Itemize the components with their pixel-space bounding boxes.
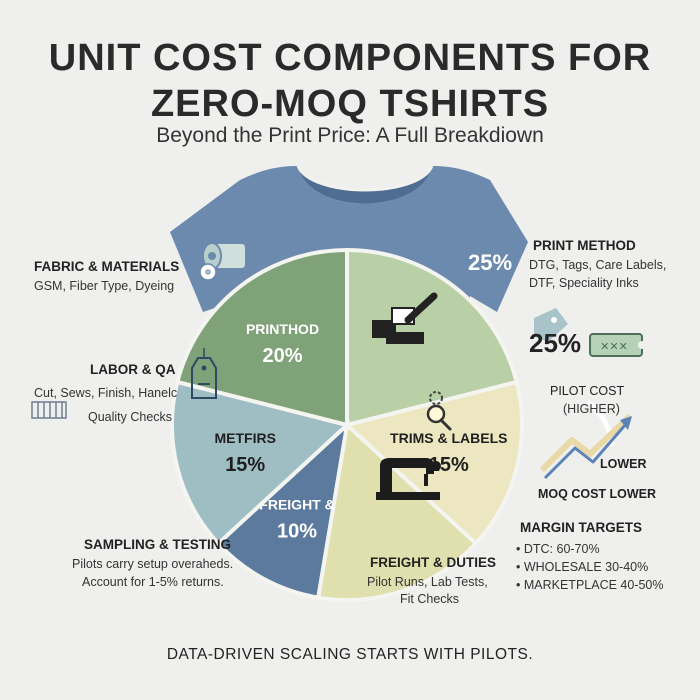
pie-slice <box>174 247 349 428</box>
screen-print-icon <box>372 292 438 344</box>
pilot-cost-higher-label: (HIGHER) <box>563 402 620 416</box>
pie-slice-value: 15% <box>429 454 469 476</box>
pallet-icon <box>31 401 67 419</box>
gear-magnifier-icon <box>426 391 452 431</box>
ticket-icon: ✕✕✕ <box>589 333 646 357</box>
fabric-roll-icon <box>199 242 247 281</box>
page-subtitle: Beyond the Print Price: A Full Breakdiow… <box>156 124 544 147</box>
labor-qa-text-2: Quality Checks <box>88 410 173 424</box>
pie-slice-value: 10% <box>277 520 317 542</box>
labor-qa-text-1: Cut, Sews, Finish, Hanelc <box>34 386 178 400</box>
pie-slice-value: 20% <box>262 345 302 367</box>
pie-slice <box>345 247 520 428</box>
pilot-cost-label: PILOT COST <box>550 384 625 398</box>
trend-graph-icon <box>539 399 633 480</box>
labor-qa-title: LABOR & QA <box>90 362 176 377</box>
page-title-line-2: ZERO-MOQ TSHIRTS <box>150 83 550 125</box>
pie-slice <box>170 379 352 547</box>
svg-text:✕✕✕: ✕✕✕ <box>600 341 628 353</box>
sampling-testing-text-2: Account for 1-5% returns. <box>82 575 224 589</box>
moq-cost-lower-label: MOQ COST LOWER <box>538 487 657 501</box>
margin-targets-list: DTC: 60-70% WHOLESALE 30-40% MARKETPLACE… <box>516 540 664 594</box>
fabric-materials-text: GSM, Fiber Type, Dyeing <box>34 279 175 293</box>
pie-slice <box>215 419 350 600</box>
pie-slice-label: PRINTHOD <box>246 321 319 337</box>
hang-tag-icon <box>191 348 217 399</box>
sampling-testing-text-1: Pilots carry setup overaheds. <box>72 557 234 571</box>
print-method-text-1: DTG, Tags, Care Labels, <box>529 258 667 272</box>
pie-slice-label: TRIMS & LABELS <box>390 430 507 446</box>
print-method-text-2: DTF, Speciality Inks <box>529 276 639 290</box>
margin-targets-title: MARGIN TARGETS <box>520 520 642 535</box>
pie-slice-label: METFIRS <box>214 430 275 446</box>
print-method-percent: 25% <box>529 328 582 358</box>
shirt-percent-label: 25% <box>468 250 512 275</box>
freight-duties-text-1: Pilot Runs, Lab Tests, <box>367 575 488 589</box>
freight-duties-text-2: Fit Checks <box>400 592 460 606</box>
footer-tagline: DATA-DRIVEN SCALING STARTS WITH PILOTS. <box>166 646 534 663</box>
lower-label: LOWER <box>600 457 647 471</box>
pie-slice-value: 15% <box>225 454 265 476</box>
margin-target-item: DTC: 60-70% <box>516 540 664 558</box>
margin-target-item: WHOLESALE 30-40% <box>516 558 664 576</box>
fabric-materials-title: FABRIC & MATERIALS <box>34 259 180 274</box>
sewing-machine-icon <box>376 458 441 500</box>
print-method-title: PRINT METHOD <box>533 238 636 253</box>
sampling-testing-title: SAMPLING & TESTING <box>84 537 232 552</box>
price-tag-icon <box>534 308 568 342</box>
pie-slice <box>315 421 479 602</box>
freight-duties-title: FREIGHT & DUTIES <box>370 555 497 570</box>
tshirt-collar <box>298 166 432 204</box>
margin-target-item: MARKETPLACE 40-50% <box>516 576 664 594</box>
page-title-line-1: UNIT COST COMPONENTS FOR <box>48 37 652 79</box>
pie-slice-label: FREIGHT & <box>259 496 334 512</box>
